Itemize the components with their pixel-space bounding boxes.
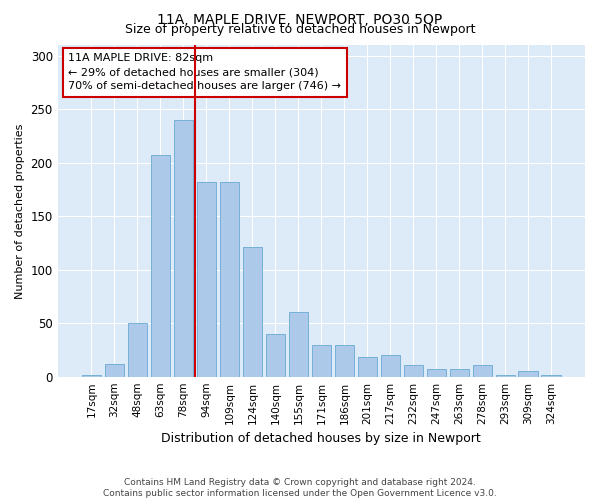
Bar (496, 374, 515, 376)
Bar (220, 182, 239, 376)
Bar (518, 372, 538, 376)
Bar (242, 247, 262, 376)
Text: Contains HM Land Registry data © Crown copyright and database right 2024.
Contai: Contains HM Land Registry data © Crown c… (103, 478, 497, 498)
Bar (404, 365, 423, 376)
Bar (473, 365, 492, 376)
Text: 11A, MAPLE DRIVE, NEWPORT, PO30 5QP: 11A, MAPLE DRIVE, NEWPORT, PO30 5QP (157, 12, 443, 26)
X-axis label: Distribution of detached houses by size in Newport: Distribution of detached houses by size … (161, 432, 481, 445)
Bar (427, 369, 446, 376)
Bar (266, 334, 285, 376)
Bar (380, 356, 400, 376)
Bar (128, 323, 147, 376)
Bar (358, 358, 377, 376)
Text: 11A MAPLE DRIVE: 82sqm
← 29% of detached houses are smaller (304)
70% of semi-de: 11A MAPLE DRIVE: 82sqm ← 29% of detached… (68, 54, 341, 92)
Y-axis label: Number of detached properties: Number of detached properties (15, 123, 25, 298)
Bar (151, 155, 170, 376)
Bar (449, 369, 469, 376)
Bar (173, 120, 193, 376)
Bar (289, 312, 308, 376)
Bar (104, 364, 124, 376)
Text: Size of property relative to detached houses in Newport: Size of property relative to detached ho… (125, 22, 475, 36)
Bar (82, 374, 101, 376)
Bar (311, 344, 331, 376)
Bar (541, 374, 561, 376)
Bar (335, 344, 354, 376)
Bar (197, 182, 216, 376)
